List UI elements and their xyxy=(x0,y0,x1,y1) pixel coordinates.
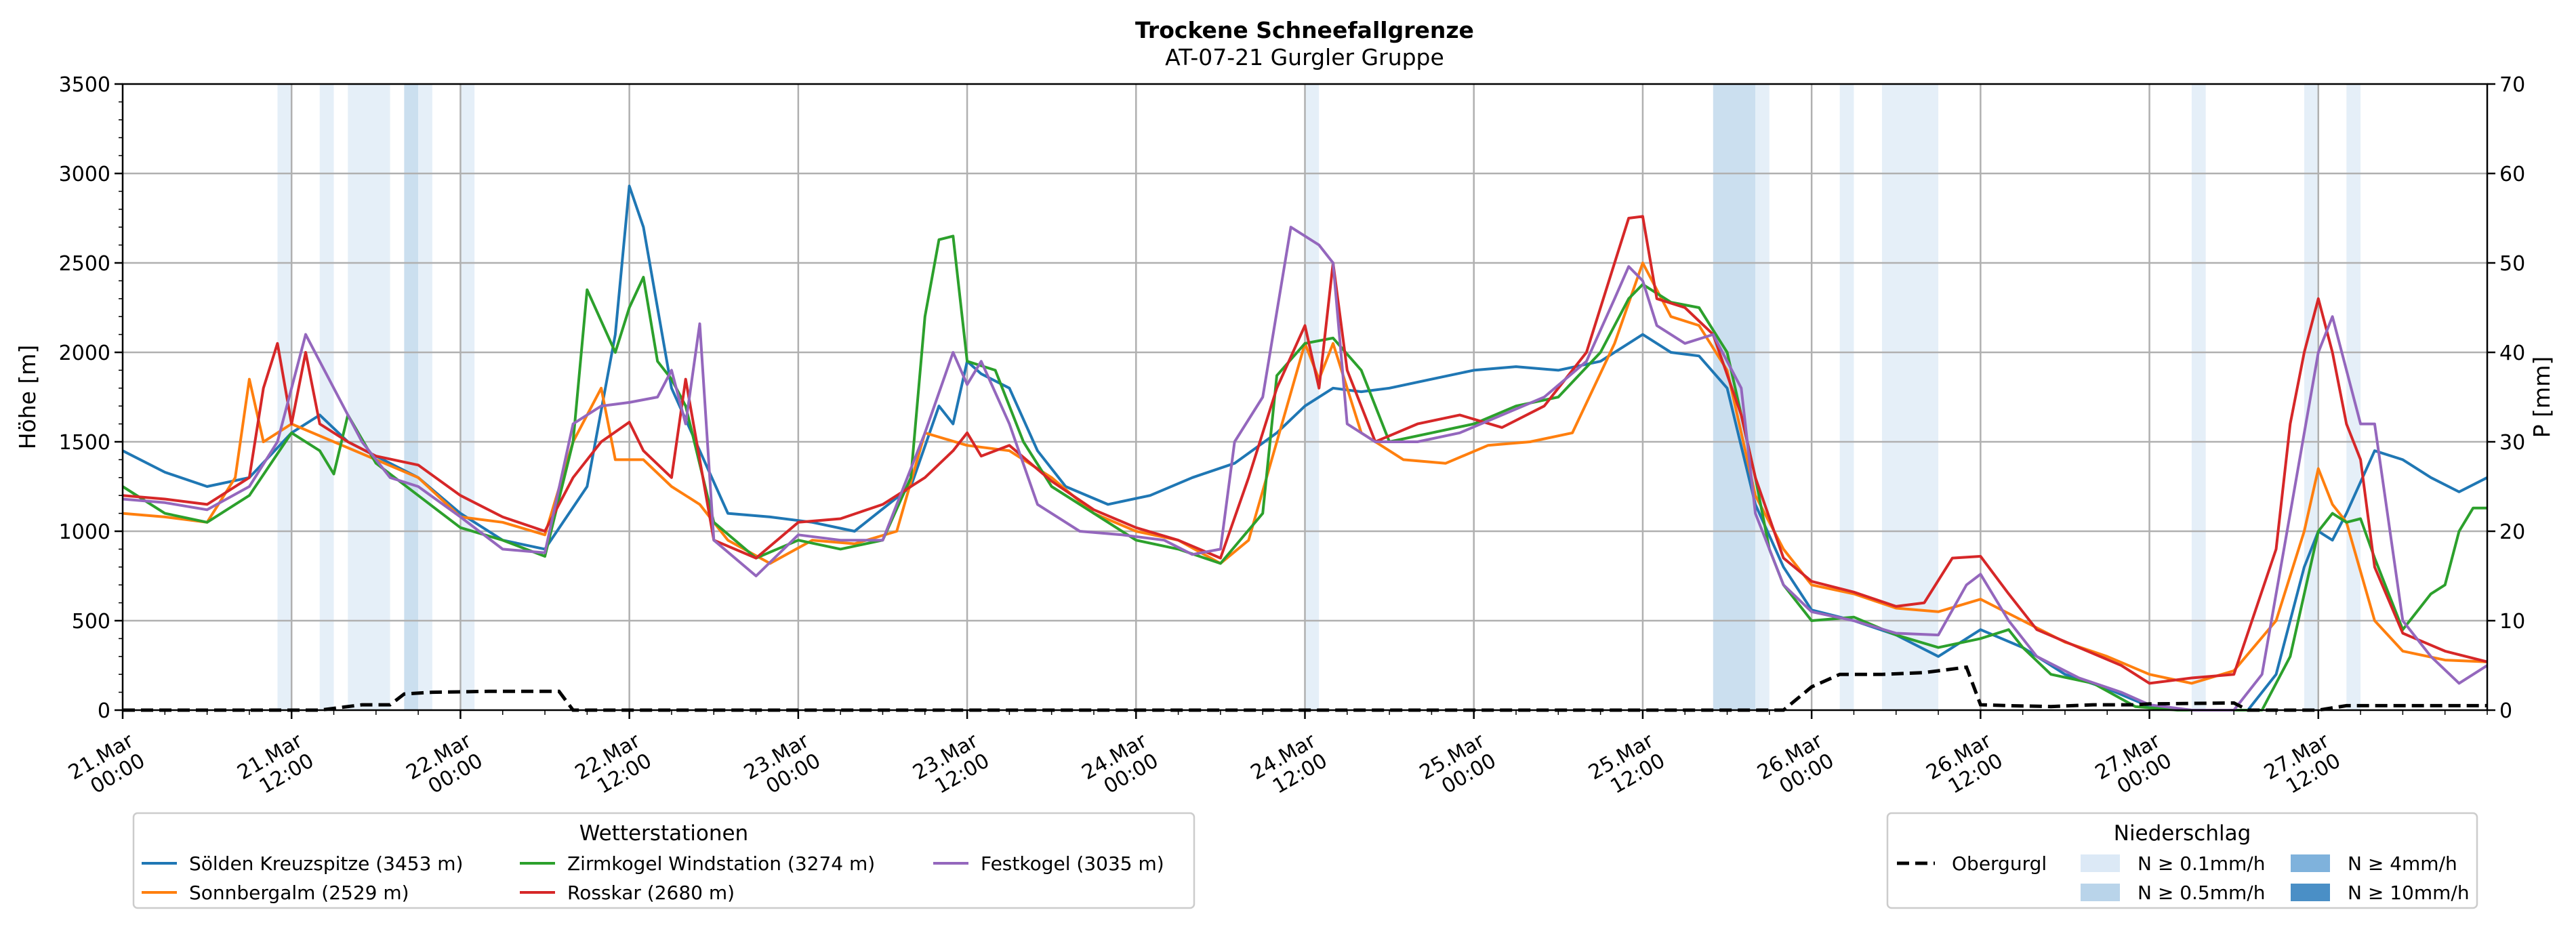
precip-bar xyxy=(460,84,475,710)
y2-tick-label: 50 xyxy=(2499,252,2525,276)
legend-precip-swatch-p05 xyxy=(2081,884,2120,901)
y2-tick-label: 30 xyxy=(2499,431,2525,455)
legend-stations-title: Wetterstationen xyxy=(579,821,748,846)
chart-title: Trockene Schneefallgrenze xyxy=(1135,17,1474,43)
y-tick-label: 1500 xyxy=(59,431,110,455)
grid-lines xyxy=(123,84,2487,710)
y2-tick-label: 60 xyxy=(2499,163,2525,186)
precip-bar xyxy=(1755,84,1770,710)
precip-bar xyxy=(1881,84,1939,710)
legend-label-5: Festkogel (3035 m) xyxy=(981,852,1164,875)
y-axis-label: Höhe [m] xyxy=(14,345,41,450)
y2-tick-label: 0 xyxy=(2499,699,2512,723)
legend-precip-swatch-p01 xyxy=(2081,854,2120,872)
y-tick-label: 2000 xyxy=(59,342,110,365)
legend-precip-label-p01: N ≥ 0.1mm/h xyxy=(2138,852,2265,875)
legend-precip-label-p4: N ≥ 4mm/h xyxy=(2348,852,2457,875)
precip-bar xyxy=(319,84,334,710)
legend-obergurgl-label: Obergurgl xyxy=(1952,852,2047,875)
legend-precip-label-p05: N ≥ 0.5mm/h xyxy=(2138,882,2265,904)
y2-tick-label: 10 xyxy=(2499,610,2525,634)
precip-bar xyxy=(2191,84,2206,710)
y-tick-label: 3500 xyxy=(59,73,110,97)
legend-stations: Wetterstationen Sölden Kreuzspitze (3453 … xyxy=(132,812,1195,909)
legend-precip-swatch-p4 xyxy=(2291,854,2330,872)
y2-tick-label: 40 xyxy=(2499,342,2525,365)
y-tick-label: 1000 xyxy=(59,520,110,544)
obergurgl-line xyxy=(123,665,2487,712)
precip-bar xyxy=(277,84,292,710)
y-tick-label: 2500 xyxy=(59,252,110,276)
precip-bar xyxy=(418,84,432,710)
legend-precip: Niederschlag Obergurgl N ≥ 0.1mm/h N ≥ 0.5m… xyxy=(1886,812,2478,909)
chart-subtitle: AT-07-21 Gurgler Gruppe xyxy=(1165,44,1444,70)
legend-label-1: Sölden Kreuzspitze (3453 m) xyxy=(189,852,463,875)
y2-tick-label: 20 xyxy=(2499,520,2525,544)
precip-bar xyxy=(348,84,390,710)
y-tick-label: 500 xyxy=(72,610,110,634)
legend-label-4: Rosskar (2680 m) xyxy=(567,882,735,904)
legend-stations-frame xyxy=(132,812,1195,909)
series-line-5 xyxy=(122,226,2489,711)
legend-precip-swatch-p10 xyxy=(2291,884,2330,901)
precip-bar xyxy=(404,84,419,710)
legend-label-2: Sonnbergalm (2529 m) xyxy=(189,882,409,904)
legend-label-3: Zirmkogel Windstation (3274 m) xyxy=(567,852,875,875)
y-tick-label: 3000 xyxy=(59,163,110,186)
y2-tick-label: 70 xyxy=(2499,73,2525,97)
precip-bar xyxy=(1839,84,1854,710)
y2-axis-label: P [mm] xyxy=(2529,356,2555,438)
y-tick-label: 0 xyxy=(98,699,110,723)
legend-precip-title: Niederschlag xyxy=(2114,821,2251,846)
legend-precip-label-p10: N ≥ 10mm/h xyxy=(2348,882,2470,904)
precip-bar xyxy=(1305,84,1320,710)
